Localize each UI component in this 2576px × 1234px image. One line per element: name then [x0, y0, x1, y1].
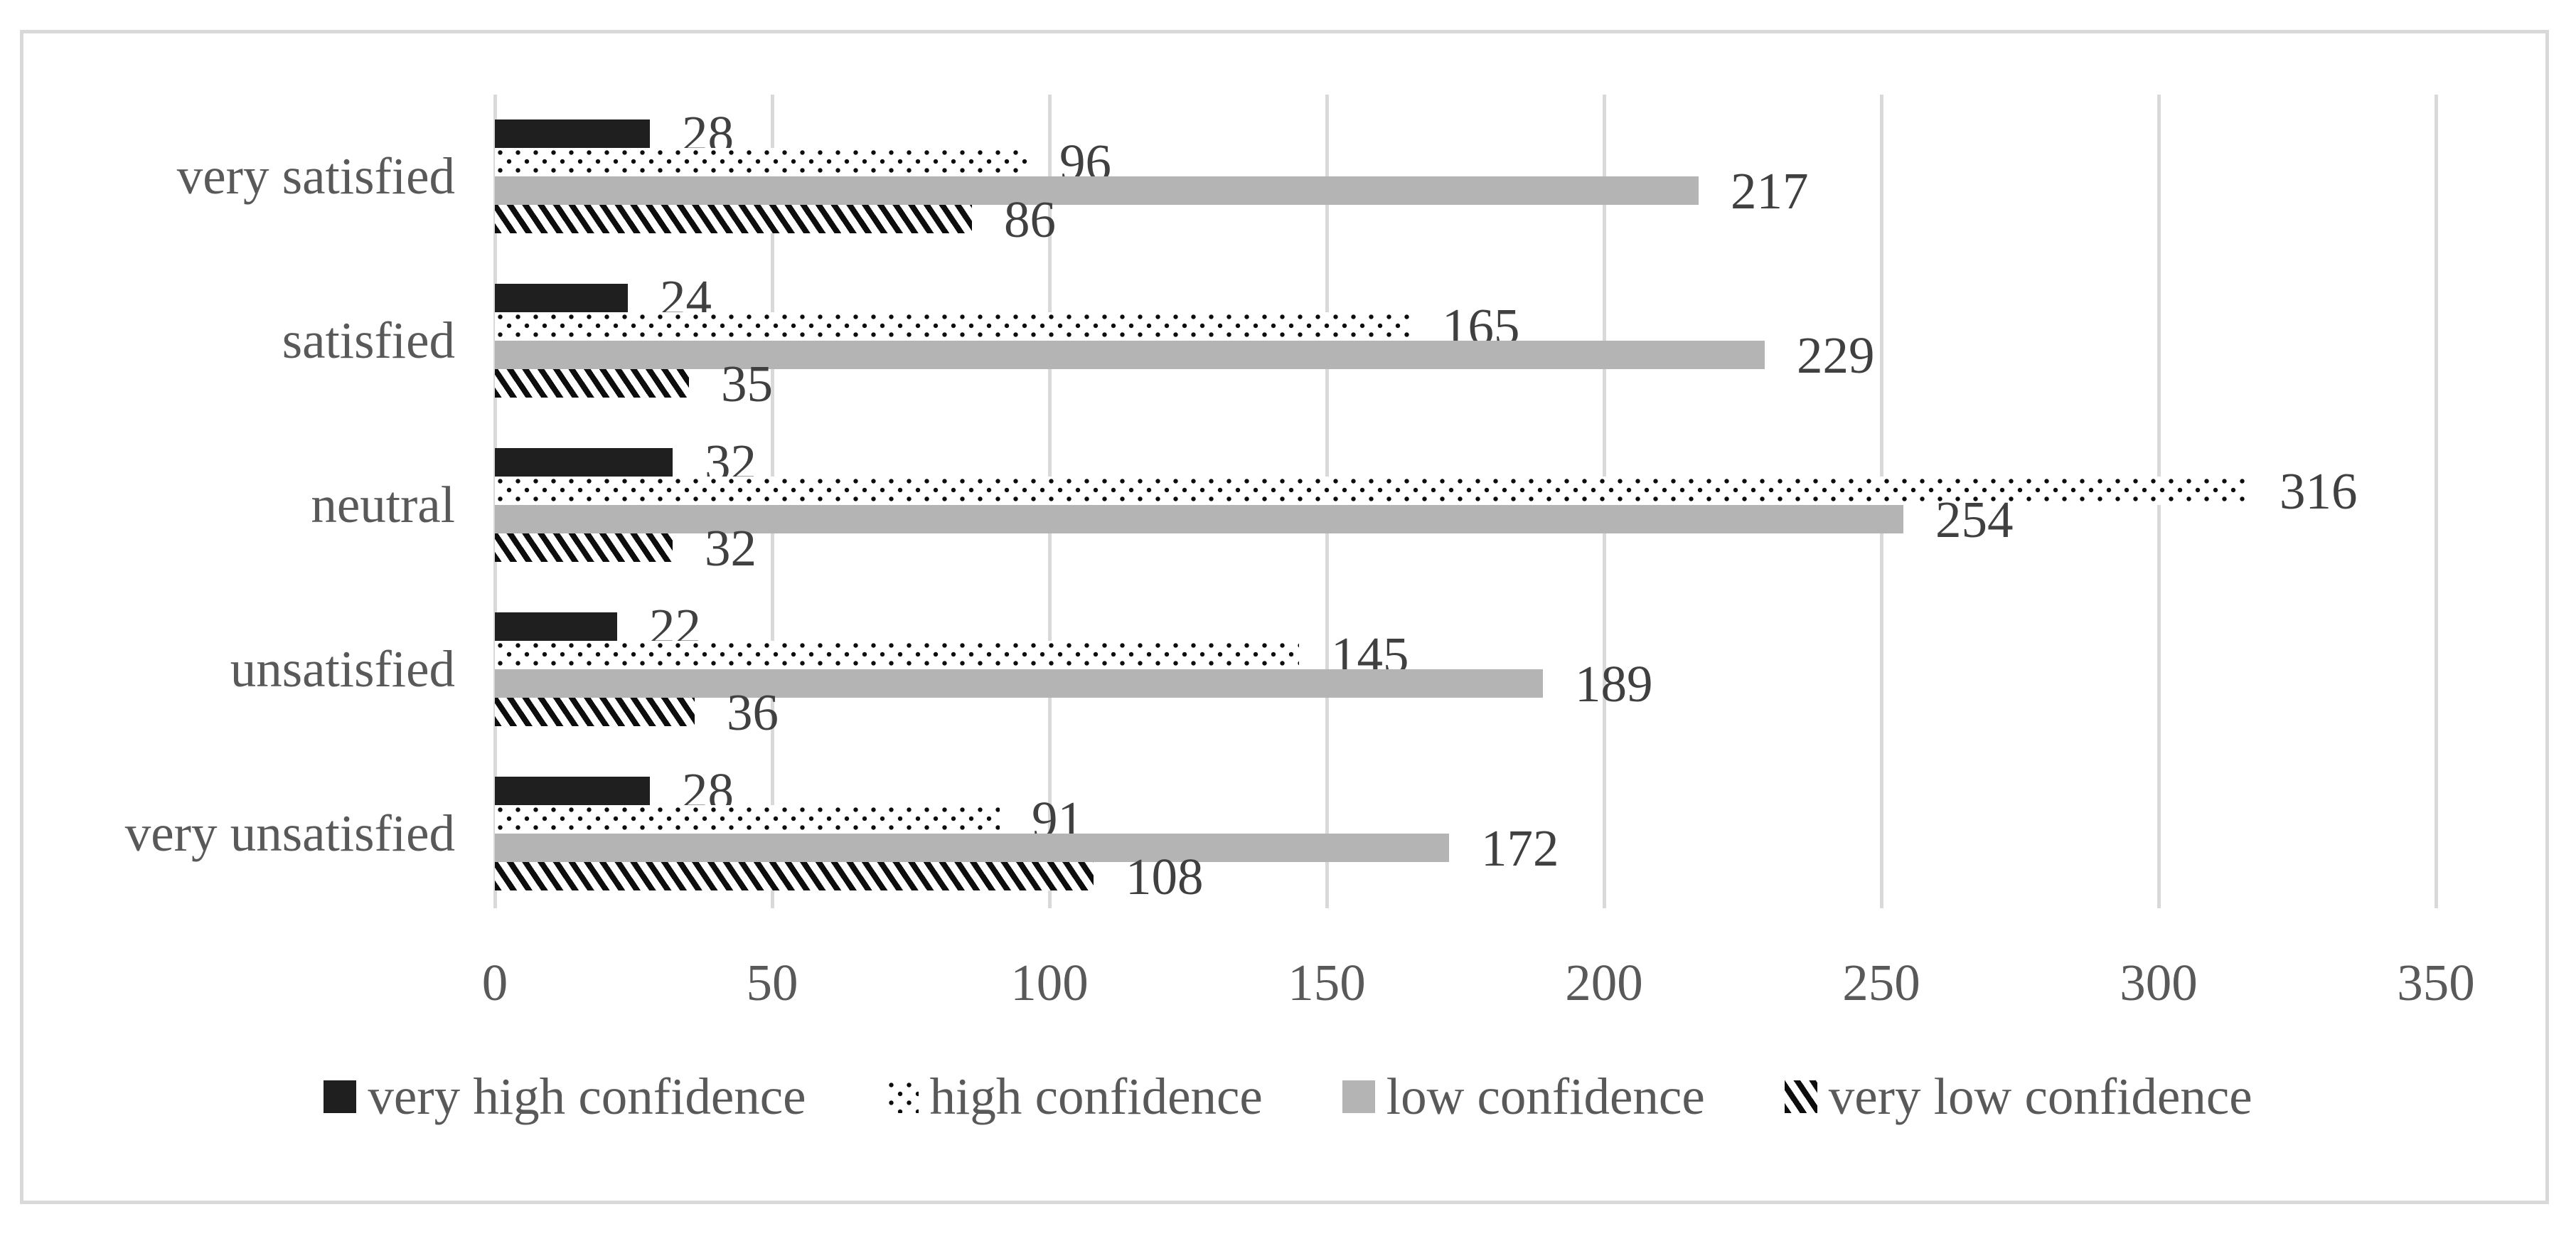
data-label-very-low-confidence-very-unsatisfied: 108 [1126, 847, 1204, 905]
x-axis-tick-label: 300 [2120, 954, 2198, 1011]
legend-swatch-solid-dark-icon [324, 1080, 357, 1113]
x-axis-tick-label: 200 [1565, 954, 1643, 1011]
category-label-very-unsatisfied: very unsatisfied [124, 804, 455, 862]
data-label-very-low-confidence-very-satisfied: 86 [1004, 190, 1056, 248]
bar-very-low-confidence-unsatisfied [495, 698, 695, 726]
chart-legend: very high confidence high confidence low c… [0, 1070, 2576, 1122]
data-label-low-confidence-very-satisfied: 217 [1731, 161, 1809, 220]
data-label-very-low-confidence-neutral: 32 [705, 518, 757, 577]
bar-low-confidence-satisfied [495, 341, 1765, 369]
data-label-very-low-confidence-unsatisfied: 36 [727, 683, 779, 741]
category-label-very-satisfied: very satisfied [176, 147, 455, 205]
bar-high-confidence-very-unsatisfied [495, 805, 1000, 834]
bar-very-high-confidence-satisfied [495, 284, 628, 312]
data-label-high-confidence-neutral: 316 [2280, 462, 2358, 520]
gridline-x-350 [2435, 95, 2438, 908]
bar-high-confidence-neutral [495, 477, 2248, 505]
category-label-neutral: neutral [311, 476, 455, 533]
legend-item-low-confidence: low confidence [1342, 1070, 1705, 1122]
category-label-unsatisfied: unsatisfied [230, 640, 455, 698]
legend-item-high-confidence: high confidence [885, 1068, 1263, 1125]
legend-item-very-low-confidence: very low confidence [1784, 1068, 2252, 1125]
x-axis-tick-label: 250 [1842, 954, 1920, 1011]
x-axis-tick-label: 50 [746, 954, 798, 1011]
bar-low-confidence-very-unsatisfied [495, 834, 1449, 862]
bar-high-confidence-satisfied [495, 312, 1410, 341]
bar-very-low-confidence-satisfied [495, 369, 689, 398]
bar-high-confidence-unsatisfied [495, 641, 1299, 669]
legend-swatch-dots-icon [885, 1080, 919, 1113]
bar-high-confidence-very-satisfied [495, 148, 1027, 176]
legend-label: high confidence [929, 1068, 1263, 1125]
x-axis-tick-label: 100 [1010, 954, 1089, 1011]
data-label-low-confidence-satisfied: 229 [1797, 326, 1875, 384]
bar-very-high-confidence-very-unsatisfied [495, 777, 650, 805]
legend-label: very low confidence [1828, 1068, 2252, 1125]
bar-very-low-confidence-very-satisfied [495, 205, 972, 233]
bar-very-high-confidence-very-satisfied [495, 119, 650, 148]
bar-very-low-confidence-very-unsatisfied [495, 862, 1094, 890]
x-axis-tick-label: 150 [1288, 954, 1366, 1011]
legend-swatch-diagonal-stripes-icon [1784, 1080, 1817, 1113]
legend-label: low confidence [1386, 1068, 1705, 1125]
x-axis-tick-label: 0 [481, 954, 508, 1011]
data-label-low-confidence-neutral: 254 [1935, 490, 2014, 548]
bar-low-confidence-unsatisfied [495, 669, 1543, 698]
chart-frame [20, 30, 2549, 1204]
bar-low-confidence-very-satisfied [495, 176, 1699, 205]
bar-very-high-confidence-neutral [495, 448, 673, 477]
legend-label: very high confidence [368, 1068, 806, 1125]
data-label-low-confidence-very-unsatisfied: 172 [1481, 819, 1559, 877]
x-axis-tick-label: 350 [2397, 954, 2475, 1011]
bar-very-low-confidence-neutral [495, 533, 673, 562]
bar-very-high-confidence-unsatisfied [495, 612, 617, 641]
category-label-satisfied: satisfied [282, 312, 455, 369]
data-label-low-confidence-unsatisfied: 189 [1575, 654, 1653, 713]
bar-low-confidence-neutral [495, 505, 1903, 533]
legend-item-very-high-confidence: very high confidence [324, 1070, 806, 1122]
legend-swatch-solid-gray-icon [1342, 1080, 1375, 1113]
data-label-very-low-confidence-satisfied: 35 [721, 354, 773, 413]
